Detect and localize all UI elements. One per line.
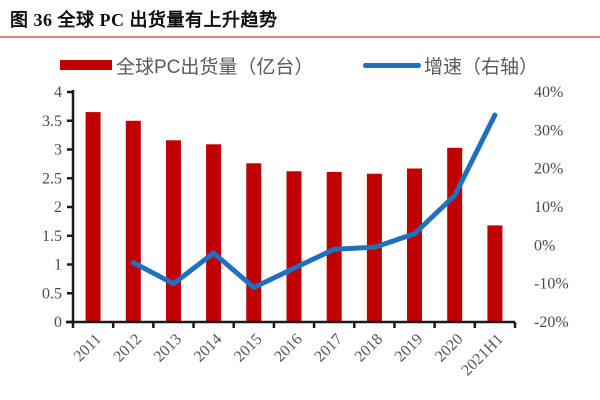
- right-axis-tick-label: 10%: [534, 199, 563, 216]
- legend-label-growth: 增速（右轴）: [424, 56, 539, 78]
- bar-2016: [286, 171, 302, 322]
- legend: 全球PC出货量（亿台） 增速（右轴）: [0, 52, 600, 78]
- right-axis-tick-label: -20%: [534, 314, 569, 331]
- right-axis-tick-label: 40%: [534, 84, 563, 101]
- x-axis-label: 2018: [352, 331, 387, 366]
- bar-2015: [246, 163, 262, 322]
- legend-item-shipments: 全球PC出货量（亿台）: [60, 52, 313, 78]
- y-axis-tick-label: 4: [54, 84, 62, 101]
- y-axis-tick-label: 3: [54, 142, 62, 159]
- bar-series-swatch-icon: [60, 60, 112, 70]
- y-axis-tick-label: 2: [54, 199, 62, 216]
- right-axis-tick-label: 0%: [534, 237, 555, 254]
- bar-2013: [166, 140, 181, 322]
- title-underline: [0, 36, 600, 38]
- legend-label-shipments: 全球PC出货量（亿台）: [116, 56, 314, 78]
- y-axis-tick-label: 3.5: [42, 113, 62, 130]
- x-axis-label: 2017: [311, 331, 346, 366]
- x-axis-label: 2021H1: [458, 331, 506, 379]
- line-series-swatch-icon: [363, 62, 421, 68]
- x-axis-label: 2013: [151, 331, 186, 366]
- x-axis-label: 2011: [71, 331, 105, 365]
- x-axis-label: 2014: [191, 331, 226, 366]
- y-axis-tick-label: 0: [54, 314, 62, 331]
- bar-2020: [447, 147, 463, 322]
- growth-line: [130, 112, 498, 290]
- bar-2011: [85, 112, 101, 322]
- legend-item-growth: 增速（右轴）: [363, 52, 538, 78]
- y-axis-tick-label: 2.5: [42, 170, 62, 187]
- bar-2019: [407, 168, 422, 322]
- bar-2021H1: [487, 225, 503, 322]
- y-axis-tick-label: 1: [54, 257, 62, 274]
- y-axis-tick-label: 0.5: [42, 285, 62, 302]
- x-axis-label: 2020: [432, 331, 467, 366]
- x-axis-label: 2015: [231, 331, 266, 366]
- y-axis-tick-label: 1.5: [42, 228, 62, 245]
- x-axis-label: 2019: [392, 331, 427, 366]
- right-axis-tick-label: 30%: [534, 122, 563, 139]
- bar-2014: [206, 144, 222, 322]
- bar-2012: [125, 120, 141, 323]
- right-axis-tick-label: -10%: [534, 276, 569, 293]
- x-axis-label: 2012: [110, 331, 145, 366]
- figure-title: 图 36 全球 PC 出货量有上升趋势: [10, 10, 278, 30]
- right-axis-tick-label: 20%: [534, 161, 563, 178]
- x-axis-label: 2016: [271, 331, 306, 366]
